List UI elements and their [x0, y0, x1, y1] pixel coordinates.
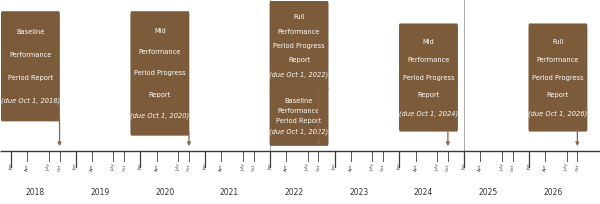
Text: Performance: Performance	[278, 29, 320, 35]
Text: Oct: Oct	[58, 163, 62, 171]
FancyBboxPatch shape	[130, 11, 190, 136]
Text: (due Oct 1, 2022): (due Oct 1, 2022)	[269, 128, 329, 135]
Text: Oct: Oct	[381, 163, 385, 171]
Text: Oct: Oct	[446, 163, 450, 171]
Text: (due Oct 1, 2024): (due Oct 1, 2024)	[399, 110, 458, 117]
Text: 2024: 2024	[414, 188, 433, 197]
FancyBboxPatch shape	[529, 23, 587, 132]
Text: (due Oct 1, 2020): (due Oct 1, 2020)	[130, 113, 190, 119]
Text: Period Report: Period Report	[8, 75, 53, 81]
Text: Jan: Jan	[397, 163, 401, 170]
Text: Apr: Apr	[25, 163, 29, 171]
Text: Jan: Jan	[332, 163, 337, 170]
Text: Oct: Oct	[252, 163, 256, 171]
Text: Apr: Apr	[284, 163, 288, 171]
Text: 2021: 2021	[220, 188, 239, 197]
Text: Mid: Mid	[422, 39, 434, 45]
Text: Full: Full	[553, 39, 563, 45]
Text: Report: Report	[547, 92, 569, 99]
Text: Baseline: Baseline	[16, 29, 44, 35]
Text: July: July	[305, 163, 310, 171]
Text: Jan: Jan	[462, 163, 466, 170]
Text: Performance: Performance	[407, 57, 449, 63]
Text: (due Oct 1, 2022): (due Oct 1, 2022)	[269, 71, 329, 78]
Text: July: July	[500, 163, 504, 171]
Text: 2025: 2025	[479, 188, 498, 197]
Text: Report: Report	[149, 92, 171, 98]
Text: 2020: 2020	[155, 188, 175, 197]
Text: July: July	[241, 163, 245, 171]
Text: Oct: Oct	[575, 163, 580, 171]
Text: 2026: 2026	[544, 188, 563, 197]
Text: 2023: 2023	[349, 188, 368, 197]
Text: Oct: Oct	[122, 163, 126, 171]
Text: Apr: Apr	[90, 163, 94, 171]
Text: Apr: Apr	[220, 163, 223, 171]
Text: Apr: Apr	[478, 163, 482, 171]
Text: Apr: Apr	[413, 163, 418, 171]
Text: July: July	[176, 163, 180, 171]
Text: 2019: 2019	[91, 188, 110, 197]
Text: Period Progress: Period Progress	[403, 74, 454, 81]
Text: Report: Report	[418, 92, 440, 99]
FancyBboxPatch shape	[399, 23, 458, 132]
Text: July: July	[565, 163, 569, 171]
Text: Apr: Apr	[349, 163, 353, 171]
Text: Performance: Performance	[139, 49, 181, 55]
Text: Jan: Jan	[268, 163, 272, 170]
Text: Period Progress: Period Progress	[134, 70, 185, 76]
FancyBboxPatch shape	[269, 87, 328, 146]
Text: Jan: Jan	[203, 163, 207, 170]
Text: Performance: Performance	[9, 52, 52, 58]
FancyBboxPatch shape	[1, 11, 60, 121]
Text: (due Oct 1, 2018): (due Oct 1, 2018)	[1, 98, 60, 104]
Text: July: July	[112, 163, 115, 171]
Text: Report: Report	[288, 57, 310, 63]
Text: July: July	[435, 163, 439, 171]
Text: Jan: Jan	[9, 163, 13, 170]
Text: Oct: Oct	[511, 163, 515, 171]
Text: Baseline: Baseline	[285, 98, 313, 104]
Text: 2022: 2022	[284, 188, 304, 197]
Text: Performance: Performance	[537, 57, 579, 63]
Text: July: July	[370, 163, 374, 171]
Text: Oct: Oct	[316, 163, 320, 171]
Text: 2018: 2018	[26, 188, 45, 197]
Text: Period Progress: Period Progress	[273, 43, 325, 49]
Text: Apr: Apr	[543, 163, 547, 171]
Text: (due Oct 1, 2026): (due Oct 1, 2026)	[529, 110, 587, 117]
Text: Full: Full	[293, 14, 305, 20]
Text: Oct: Oct	[187, 163, 191, 171]
Text: July: July	[47, 163, 51, 171]
Text: Apr: Apr	[155, 163, 158, 171]
Text: Jan: Jan	[74, 163, 78, 170]
Text: Period Report: Period Report	[277, 118, 322, 124]
Text: Period Progress: Period Progress	[532, 74, 584, 81]
FancyBboxPatch shape	[269, 1, 328, 91]
Text: Jan: Jan	[139, 163, 142, 170]
Text: Mid: Mid	[154, 28, 166, 34]
Text: Performance: Performance	[278, 108, 320, 114]
Text: Jan: Jan	[527, 163, 531, 170]
